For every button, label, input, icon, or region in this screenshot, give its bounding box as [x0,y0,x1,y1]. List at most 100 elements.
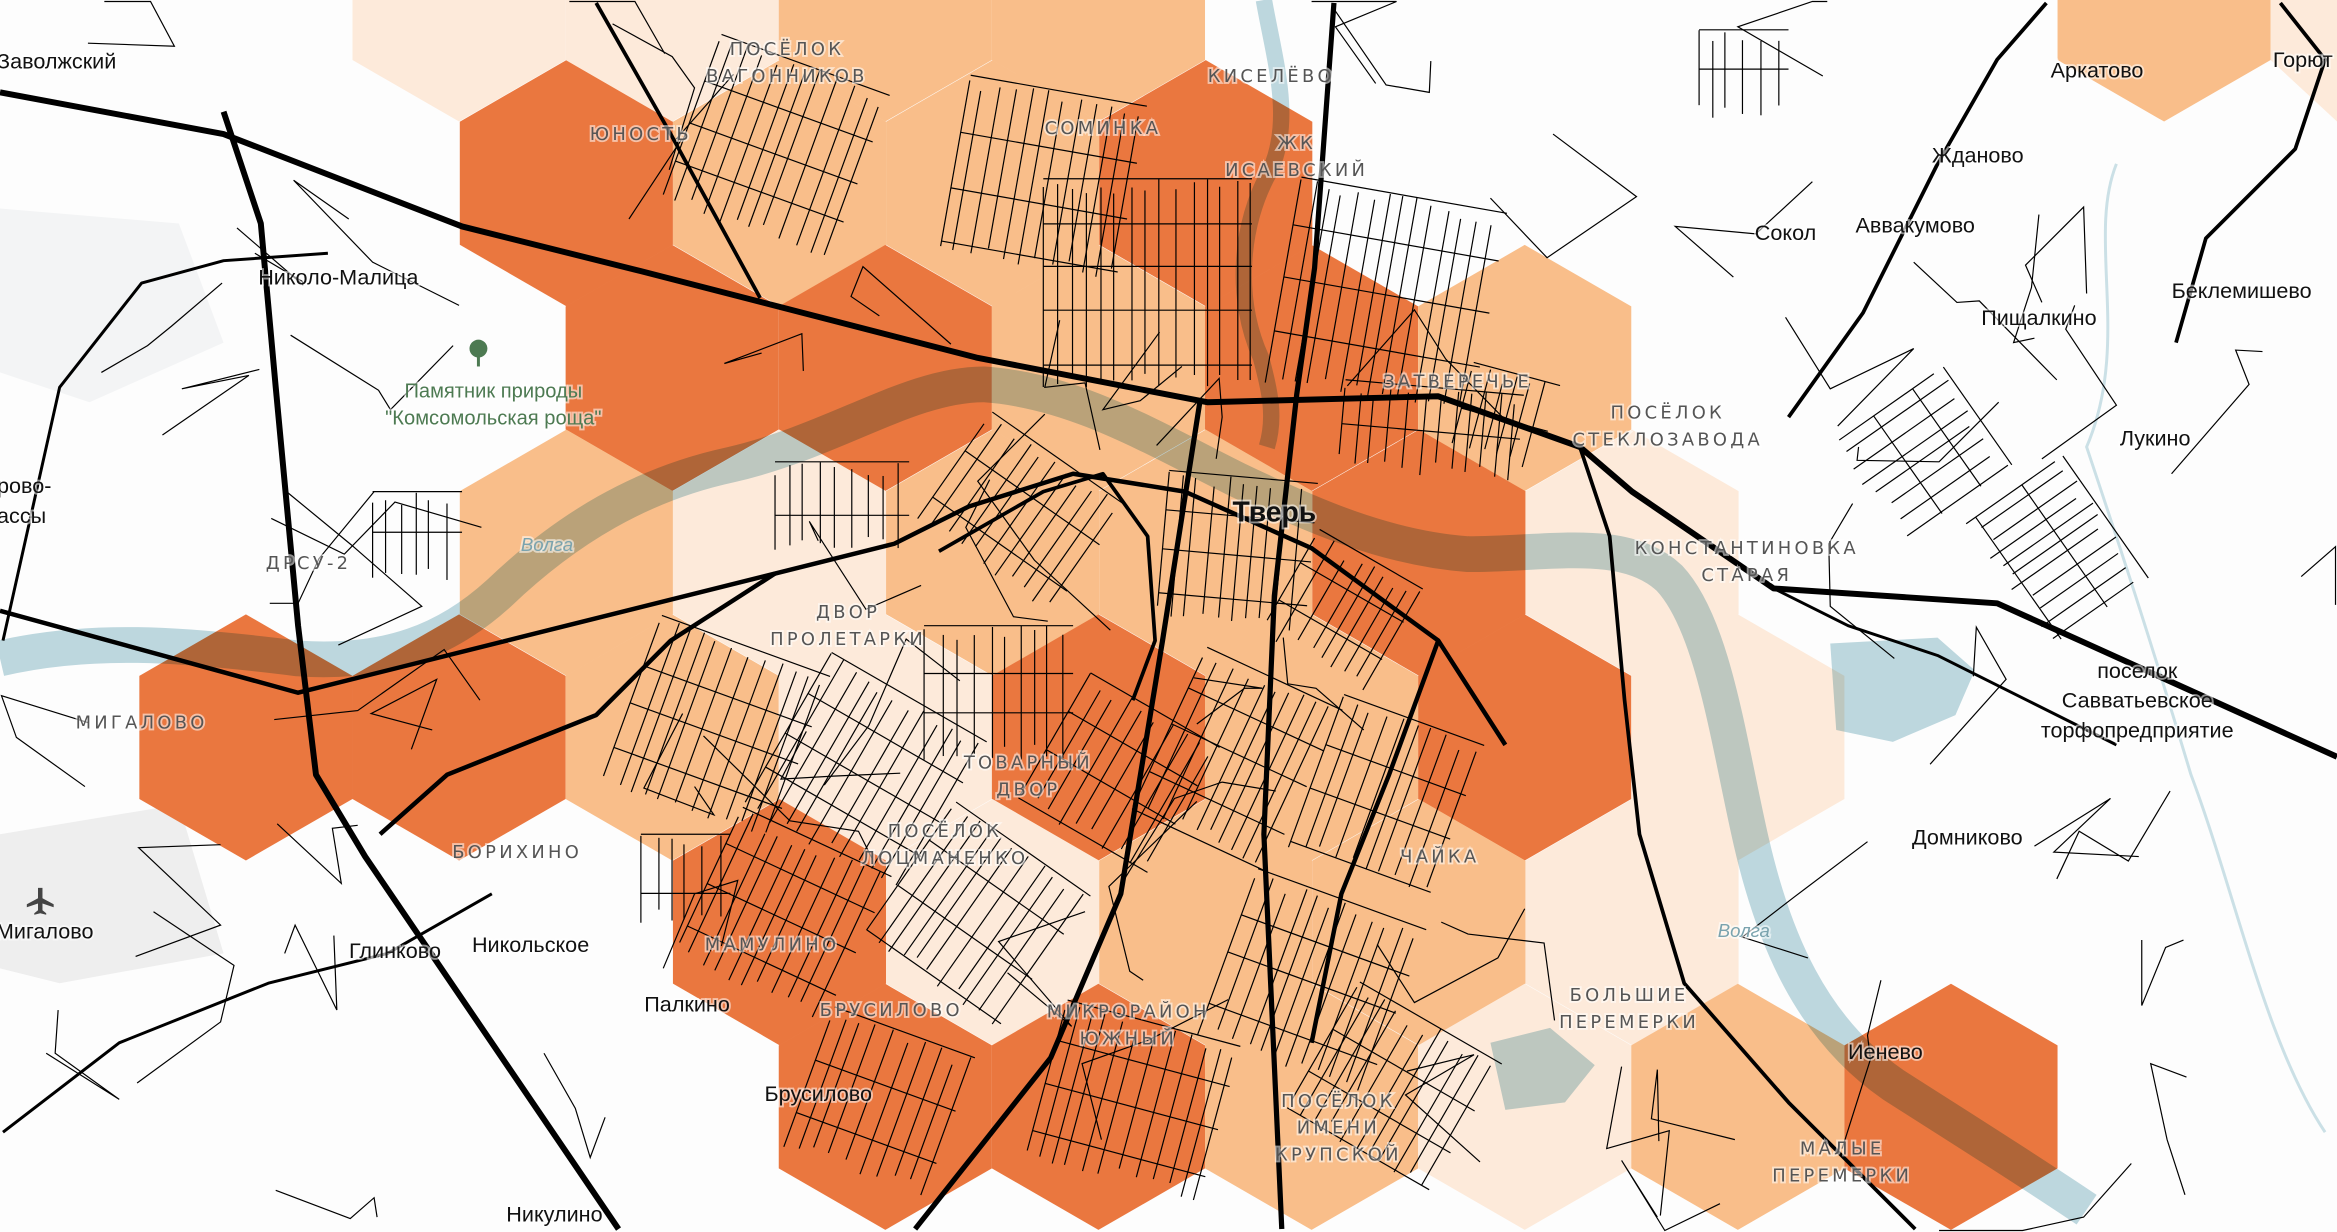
street [1356,590,1407,677]
street [786,681,870,825]
street [2062,455,2149,579]
street-grid [1698,29,1789,118]
minor-road [823,638,961,786]
street [1156,471,1170,606]
street [926,847,1013,970]
street [1981,470,2064,528]
label-line: КРУПСКОЙ [1275,1143,1402,1165]
label-line: БРУСИЛОВО [820,1000,963,1021]
street [991,411,1127,507]
minor-road [779,731,901,780]
hex-cell-level-2 [1205,983,1419,1230]
map-label-bolshie-peremerki: БОЛЬШИЕ ПЕРЕМЕРКИ [1559,985,1699,1033]
street [765,684,821,833]
street [1019,673,1091,795]
lake [1830,637,1975,742]
street [1419,397,1428,476]
southwest-road-2 [2,892,493,1134]
street [1196,685,1266,831]
label-line: ПЕРЕМЕРКИ [1772,1165,1912,1186]
label-line: ЛОЦМАНЕНКО [862,848,1029,869]
street [952,90,982,251]
hex-cell-level-3 [565,244,779,492]
street [1494,393,1503,477]
label-line: ЮНОСТЬ [590,124,692,145]
street [736,64,795,220]
street [1325,744,1467,797]
street [1011,485,1077,577]
hex-cell-level-2 [1099,799,1313,1046]
street [2039,552,2119,609]
street [1479,392,1487,467]
minor-road [1736,0,1828,77]
street [1227,951,1396,1014]
street [903,831,992,956]
street [958,865,1046,990]
minor-road [1939,1163,2132,1232]
label-line: МАЛЫЕ [1800,1139,1885,1160]
minor-road [1044,320,1101,451]
street [1340,199,1376,392]
street-grid [1965,455,2149,640]
minor-road [135,844,222,957]
street [1082,106,1113,273]
street-grid [1287,693,1485,893]
street [2041,567,2126,628]
minor-road [643,713,716,817]
minor-road [1081,999,1229,1140]
street [1283,276,1490,314]
street [702,833,766,966]
street [1169,469,1318,485]
minor-road [1333,8,1432,94]
street [675,160,844,223]
minor-road [162,368,260,436]
minor-road [1605,1066,1670,1216]
street [1912,388,1982,487]
street [750,676,809,832]
map-label-volga-2: Волга [1718,920,1770,941]
street [687,925,837,996]
minor-road [1841,980,1882,1149]
street [1002,88,1035,260]
hex-cell-level-3 [1418,614,1632,861]
map-label-volga-1: Волга [521,534,573,555]
street [1230,484,1245,621]
street [1421,1065,1491,1186]
minor-road [976,413,1111,631]
street [1906,464,2009,537]
map-label-chayka: ЧАЙКА [1400,846,1479,868]
far-east-road [2174,1,2327,344]
minor-road [569,0,666,54]
map-label-drovo: рово-ассы [0,473,51,528]
street [994,473,1067,576]
street [2021,484,2108,608]
street [1290,840,1431,893]
hex-cell-level-1 [352,0,566,122]
street [725,842,875,914]
pond [1490,1027,1595,1110]
label-line: ПОСЁЛОК [1611,403,1725,424]
street [1169,1048,1207,1184]
street [978,888,1065,1011]
street [1031,493,1108,602]
map-label-nikolo-malitsa: Николо-Малица [258,265,419,290]
hex-cell-level-3 [352,614,566,861]
map-label-brusilovo-district: БРУСИЛОВО [820,1000,963,1021]
street [1110,116,1139,269]
street [823,106,879,256]
street [1249,889,1308,1045]
street [834,1006,976,1059]
street [1146,756,1209,862]
street [970,74,1147,107]
street [1299,562,1404,623]
label-line: Домниково [1912,825,2023,850]
tvertsa-river [1235,0,1290,450]
label-line: МИКРОРАЙОН [1047,1000,1210,1022]
hexbin-layer [139,0,2337,1230]
hex-cell-level-3 [1099,60,1313,307]
street [1152,1034,1193,1180]
hex-cell-level-2 [2057,0,2271,122]
street [1045,749,1176,825]
